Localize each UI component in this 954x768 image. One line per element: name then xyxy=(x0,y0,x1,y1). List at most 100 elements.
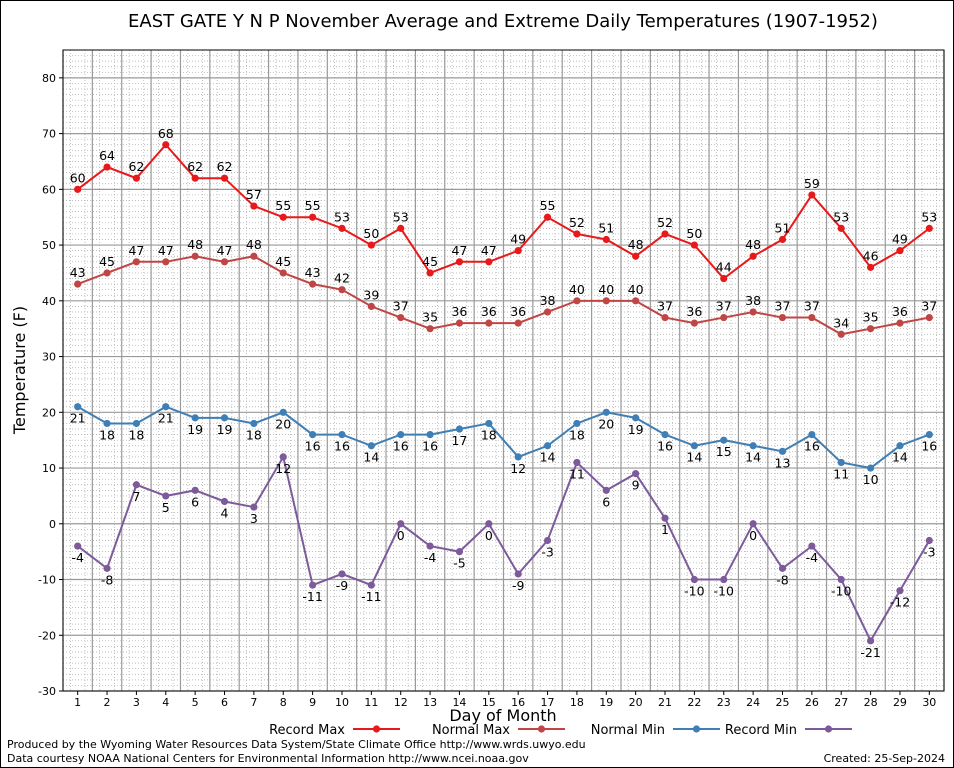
x-tick-label: 21 xyxy=(658,696,672,709)
x-tick-label: 25 xyxy=(775,696,789,709)
data-label: 47 xyxy=(451,243,467,258)
data-label: -3 xyxy=(923,545,935,560)
x-tick-label: 23 xyxy=(717,696,731,709)
data-label: 51 xyxy=(775,221,791,236)
data-point xyxy=(485,419,493,428)
data-label: 55 xyxy=(305,198,321,213)
data-label: 7 xyxy=(132,489,140,504)
legend: Record Max Normal Max Normal Min Record Min xyxy=(269,723,852,738)
data-label: 18 xyxy=(569,427,585,442)
data-point xyxy=(426,325,434,333)
data-point xyxy=(514,453,522,461)
x-tick-label: 2 xyxy=(104,696,111,709)
data-label: -11 xyxy=(361,589,381,604)
legend-swatch-marker xyxy=(537,725,546,733)
data-label: 53 xyxy=(833,209,849,224)
data-point xyxy=(426,542,434,550)
x-tick-label: 28 xyxy=(864,696,878,709)
data-label: 40 xyxy=(569,282,585,297)
y-tick-label: -20 xyxy=(38,629,56,642)
data-label: 0 xyxy=(485,528,493,543)
data-label: 18 xyxy=(128,427,144,442)
data-label: 15 xyxy=(716,444,732,459)
data-point xyxy=(543,213,552,221)
data-point xyxy=(573,230,581,238)
data-point xyxy=(74,280,82,288)
x-tick-label: 17 xyxy=(541,696,555,709)
data-point xyxy=(455,319,464,327)
data-label: 3 xyxy=(250,511,258,526)
data-point xyxy=(573,458,581,467)
data-point xyxy=(690,241,698,249)
data-point xyxy=(690,442,698,450)
data-point xyxy=(749,520,757,528)
data-label: 62 xyxy=(217,159,233,174)
data-point xyxy=(514,319,522,327)
data-point xyxy=(338,224,346,232)
data-point xyxy=(367,581,375,589)
data-point xyxy=(837,458,845,467)
y-tick-label: 50 xyxy=(42,239,56,252)
data-label: 38 xyxy=(745,293,761,308)
data-point xyxy=(220,258,229,266)
y-tick-label: 80 xyxy=(42,72,56,85)
data-label: 35 xyxy=(422,310,438,325)
data-label: 40 xyxy=(598,282,614,297)
data-label: 14 xyxy=(745,450,761,465)
data-label: 9 xyxy=(632,478,640,493)
x-tick-label: 8 xyxy=(280,696,287,709)
data-label: 49 xyxy=(892,232,908,247)
data-label: 19 xyxy=(217,422,233,437)
data-label: 0 xyxy=(749,528,757,543)
data-label: 53 xyxy=(393,209,409,224)
legend-item: Record Max xyxy=(269,723,400,738)
data-point xyxy=(720,575,728,584)
data-point xyxy=(220,414,229,422)
data-label: 16 xyxy=(921,439,937,454)
data-point xyxy=(397,520,405,528)
data-point xyxy=(220,497,229,506)
data-label: 45 xyxy=(422,254,438,269)
data-label: 68 xyxy=(158,126,174,141)
data-point xyxy=(866,637,875,645)
data-label: 48 xyxy=(628,237,644,252)
data-point xyxy=(191,486,199,494)
data-point xyxy=(896,319,904,327)
data-label: 36 xyxy=(481,304,497,319)
data-label: 16 xyxy=(393,439,409,454)
data-point xyxy=(132,419,141,428)
data-label: 51 xyxy=(598,221,614,236)
data-label: -9 xyxy=(512,578,525,593)
data-label: 14 xyxy=(540,450,556,465)
data-label: -8 xyxy=(776,572,789,587)
x-tick-label: 12 xyxy=(394,696,408,709)
grid-lines xyxy=(62,49,945,692)
data-point xyxy=(367,442,375,450)
data-point xyxy=(191,252,199,260)
data-label: 62 xyxy=(128,159,144,174)
data-label: 42 xyxy=(334,271,350,286)
data-label: 64 xyxy=(99,148,115,163)
data-point xyxy=(573,419,581,428)
data-point xyxy=(220,174,229,182)
data-point xyxy=(896,247,904,255)
data-label: 48 xyxy=(187,237,203,252)
data-label: 17 xyxy=(451,433,467,448)
data-point xyxy=(896,442,904,450)
data-label: 5 xyxy=(162,500,170,515)
data-label: 37 xyxy=(921,299,937,314)
data-point xyxy=(602,297,610,305)
data-label: -3 xyxy=(541,545,553,560)
legend-item: Normal Max xyxy=(432,723,565,738)
data-label: 14 xyxy=(686,450,702,465)
data-point xyxy=(309,213,317,221)
data-point xyxy=(279,269,287,277)
data-point xyxy=(397,431,405,439)
data-label: 52 xyxy=(569,215,585,230)
data-label: 0 xyxy=(397,528,405,543)
data-label: 60 xyxy=(70,170,86,185)
data-label: 62 xyxy=(187,159,203,174)
series-record-max xyxy=(74,141,933,283)
x-tick-label: 16 xyxy=(511,696,525,709)
data-point xyxy=(543,308,552,316)
